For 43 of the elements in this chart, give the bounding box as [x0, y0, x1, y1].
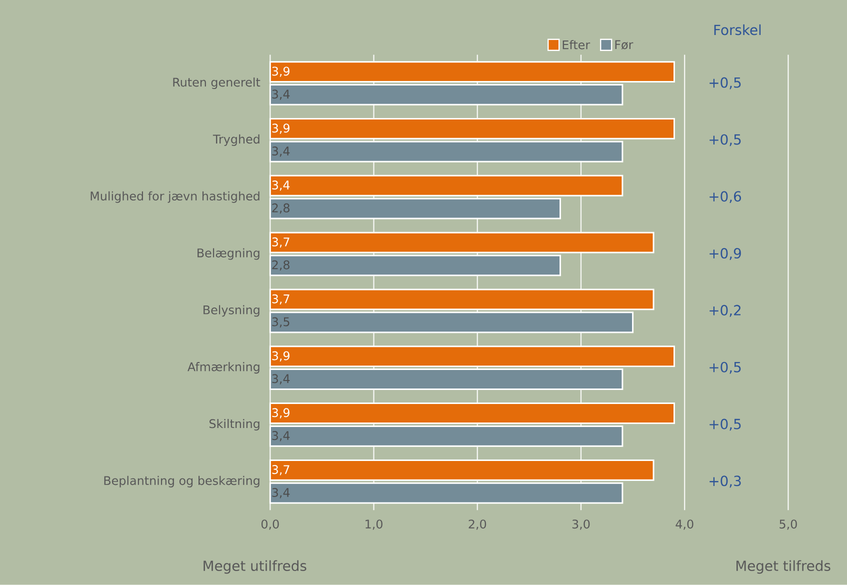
text: Forskel	[714, 24, 761, 36]
data-label: 3,4	[272, 146, 290, 157]
data-label: 2,8	[272, 260, 290, 271]
data-label: 3,7	[272, 465, 290, 476]
data-label: 3,5	[272, 317, 290, 328]
x-tick-label: 0,0	[261, 520, 279, 530]
data-label: 3,7	[272, 238, 290, 248]
legend-label: Før	[615, 40, 634, 50]
x-tick-label: 2,0	[468, 520, 486, 530]
y-tick-label: Skiltning	[209, 419, 260, 431]
x-tick-label: 3,0	[572, 520, 590, 530]
data-label: 3,9	[272, 351, 290, 362]
y-tick-label: Mulighed for jævn hastighed	[90, 191, 260, 203]
data-label: 3,9	[272, 408, 290, 418]
y-tick-label: Belysning	[204, 305, 260, 317]
annotation: +0,3	[710, 476, 741, 488]
y-tick-label: Ruten generelt	[173, 78, 260, 90]
annotation: +0,6	[710, 191, 742, 204]
annotation: +0,5	[710, 362, 741, 374]
legend-label: Efter	[562, 40, 590, 50]
data-label: 3,4	[272, 90, 290, 100]
data-label: 3,4	[272, 431, 290, 442]
y-tick-label: Beplantning og beskæring	[104, 476, 260, 488]
text: Meget utilfreds	[204, 560, 306, 574]
annotation: +0,5	[710, 77, 741, 90]
data-label: 3,9	[272, 66, 290, 78]
data-label: 3,4	[272, 374, 290, 384]
text: Meget tilfreds	[736, 560, 830, 574]
data-label: 3,9	[272, 124, 290, 134]
data-label: 3,4	[272, 488, 290, 498]
data-label: 3,7	[272, 294, 290, 305]
x-tick-label: 5,0	[780, 520, 797, 530]
annotation: +0,5	[710, 418, 741, 431]
annotation: +0,9	[710, 248, 741, 260]
data-label: 2,8	[272, 204, 290, 214]
annotation: +0,5	[710, 134, 741, 146]
annotation: +0,2	[710, 305, 740, 317]
y-tick-label: Afmærkning	[188, 362, 260, 374]
x-tick-label: 1,0	[366, 520, 382, 530]
x-tick-label: 4,0	[676, 520, 694, 530]
y-tick-label: Tryghed	[212, 134, 260, 146]
data-label: 3,4	[272, 180, 290, 191]
y-tick-label: Belægning	[198, 248, 260, 260]
